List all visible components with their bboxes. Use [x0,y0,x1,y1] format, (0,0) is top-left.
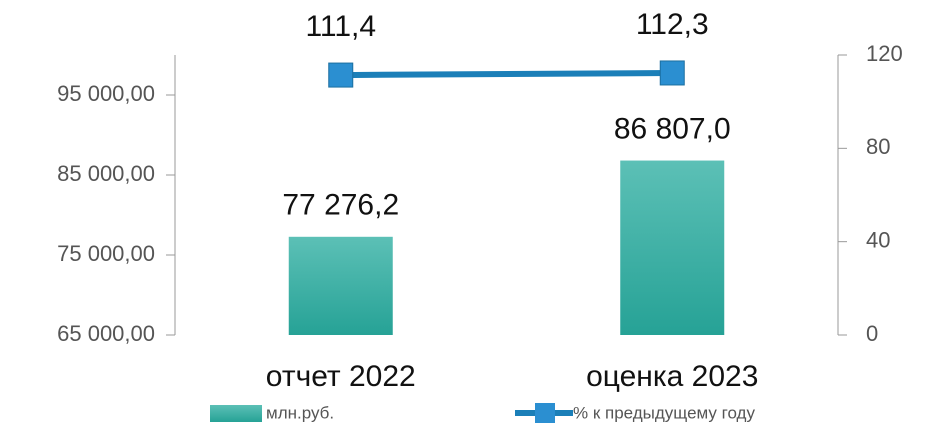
y2-tick-label: 120 [866,41,903,66]
x-tick-label: оценка 2023 [586,360,758,393]
y-tick-label: 75 000,00 [57,241,155,266]
data-label: 77 276,2 [282,189,399,222]
bar [620,160,725,335]
y2-tick-label: 80 [866,134,890,159]
line-marker [328,62,354,88]
y2-tick-label: 0 [866,321,878,346]
legend-label: млн.руб. [266,403,334,422]
y-tick-label: 65 000,00 [57,321,155,346]
legend-swatch [210,405,262,422]
y2-tick-label: 40 [866,227,890,252]
bar [288,236,393,335]
y-tick-label: 95 000,00 [57,81,155,106]
line [340,69,673,79]
line-marker [659,60,685,86]
data-label: 111,4 [305,10,376,43]
data-label: 112,3 [636,8,709,41]
x-tick-label: отчет 2022 [266,360,416,393]
data-label: 86 807,0 [614,112,731,145]
legend-swatch [535,403,555,423]
y-tick-label: 85 000,00 [57,161,155,186]
legend-label: % к предыдущему году [573,403,755,422]
